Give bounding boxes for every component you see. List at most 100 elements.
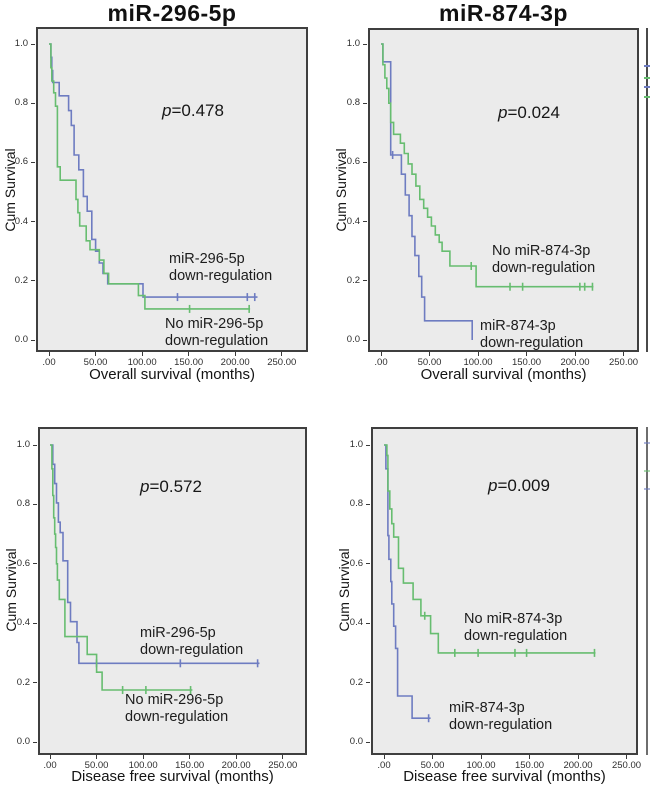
y-axis-tick <box>366 503 370 505</box>
series-label-line: down-regulation <box>169 268 273 284</box>
y-axis-tick <box>363 280 367 282</box>
km-curve <box>50 444 260 665</box>
y-axis-tick-label: 1.0 <box>16 439 30 450</box>
x-axis-tick-label: 50.00 <box>420 760 445 771</box>
km-panel-overall-mir874: p=0.024 No miR-874-3p down-regulation mi… <box>368 28 639 352</box>
x-axis-tick <box>574 352 576 356</box>
y-axis-tick <box>363 43 367 45</box>
x-axis-title: Overall survival (months) <box>420 366 587 383</box>
y-axis-tick <box>366 622 370 624</box>
x-axis-tick-label: 50.00 <box>83 357 108 368</box>
x-axis-tick <box>234 352 236 356</box>
km-curve <box>50 444 193 691</box>
y-axis-tick <box>31 161 35 163</box>
y-axis-tick-label: 0.8 <box>14 97 28 109</box>
y-axis-tick <box>363 339 367 341</box>
x-axis-tick-label: 150.00 <box>175 760 205 771</box>
y-axis-tick-label: 0.4 <box>346 215 360 227</box>
y-axis-tick-label: 0.0 <box>349 736 363 747</box>
cropped-panel-edge-line <box>646 28 648 352</box>
x-axis-tick-label: 150.00 <box>174 357 204 368</box>
y-axis-tick <box>31 221 35 223</box>
x-axis-tick-label: .00 <box>374 357 388 368</box>
series-label-line: down-regulation <box>492 260 596 276</box>
x-axis-tick <box>141 352 143 356</box>
y-axis-tick-label: 0.2 <box>14 274 28 286</box>
series-label-down-regulation: miR-296-5p down-regulation <box>140 625 243 659</box>
km-panel-dfs-mir874: p=0.009 No miR-874-3p down-regulation mi… <box>371 427 638 755</box>
p-symbol: p <box>162 101 172 120</box>
km-curve <box>49 43 258 298</box>
x-axis-tick <box>142 755 144 759</box>
x-axis-tick <box>429 352 430 356</box>
y-axis-tick <box>33 563 37 565</box>
x-axis-title: Disease free survival (months) <box>71 768 274 785</box>
x-axis-tick-label: .00 <box>43 760 57 771</box>
x-axis-tick-label: 150.00 <box>514 760 545 771</box>
x-axis-tick <box>189 755 191 759</box>
x-axis-tick <box>480 755 482 759</box>
y-axis-tick <box>31 280 35 282</box>
x-axis-tick <box>577 755 579 759</box>
series-label-line: miR-296-5p <box>169 251 245 267</box>
cropped-censor-mark <box>644 86 650 88</box>
x-axis-tick-label: 250.00 <box>611 760 642 771</box>
series-label-line: down-regulation <box>125 709 229 725</box>
y-axis-title: Cum Survival <box>3 548 19 632</box>
y-axis-title: Cum Survival <box>2 148 18 232</box>
y-axis-tick <box>33 741 37 743</box>
x-axis-tick <box>235 755 237 759</box>
x-axis-tick <box>48 352 50 356</box>
y-axis-tick <box>366 563 370 565</box>
x-axis-tick-label: .00 <box>377 760 391 771</box>
y-axis-tick-label: 0.0 <box>14 334 28 345</box>
y-axis-tick <box>366 682 370 684</box>
series-label-down-regulation: miR-874-3p down-regulation <box>449 700 552 734</box>
series-label-no-down-regulation: No miR-874-3p down-regulation <box>464 611 567 645</box>
x-axis-tick-label: 50.00 <box>417 357 442 368</box>
y-axis-tick-label: 0.6 <box>346 156 360 168</box>
series-label-line: miR-874-3p <box>449 700 525 716</box>
km-curve <box>381 43 473 340</box>
y-axis-tick-label: 0.6 <box>349 557 363 569</box>
column-title-mir874: miR-874-3p <box>439 0 568 26</box>
cropped-censor-mark <box>644 470 650 472</box>
x-axis-tick <box>526 352 527 356</box>
p-value-overall-mir874: p=0.024 <box>498 103 560 123</box>
x-axis-tick <box>529 755 530 759</box>
x-axis-tick-label: 250.00 <box>268 760 298 771</box>
km-curves-overall-mir296 <box>49 43 258 313</box>
cropped-censor-mark <box>644 442 650 444</box>
y-axis-tick <box>33 622 37 624</box>
x-axis-tick <box>282 755 284 759</box>
p-value-text: =0.572 <box>149 477 202 496</box>
y-axis-tick <box>366 741 370 743</box>
p-value-dfs-mir296: p=0.572 <box>140 477 202 497</box>
series-label-line: No miR-296-5p <box>165 316 264 332</box>
p-value-text: =0.009 <box>497 476 550 495</box>
x-axis-tick-label: 200.00 <box>563 760 593 771</box>
x-axis-tick-label: 100.00 <box>128 760 158 771</box>
y-axis-tick-label: 0.2 <box>16 676 30 688</box>
y-axis-tick <box>363 102 367 104</box>
y-axis-tick <box>31 43 35 45</box>
series-label-line: down-regulation <box>480 335 584 351</box>
column-title-mir296: miR-296-5p <box>107 0 237 26</box>
y-axis-tick <box>366 444 370 446</box>
x-axis-tick-label: 150.00 <box>511 357 542 368</box>
p-symbol: p <box>140 477 150 496</box>
x-axis-tick-label: 50.00 <box>84 760 109 771</box>
cropped-censor-mark <box>644 65 650 67</box>
y-axis-tick-label: 0.6 <box>16 557 30 569</box>
y-axis-tick <box>31 339 35 341</box>
y-axis-tick-label: 0.0 <box>346 334 360 345</box>
x-axis-tick <box>477 352 479 356</box>
km-curves-dfs-mir874 <box>384 444 596 723</box>
x-axis-tick <box>95 352 97 356</box>
series-label-line: No miR-296-5p <box>125 692 224 708</box>
y-axis-tick-label: 0.8 <box>349 498 363 510</box>
cropped-censor-mark <box>644 488 650 490</box>
series-label-line: miR-874-3p <box>480 318 556 334</box>
y-axis-tick-label: 1.0 <box>346 38 360 49</box>
